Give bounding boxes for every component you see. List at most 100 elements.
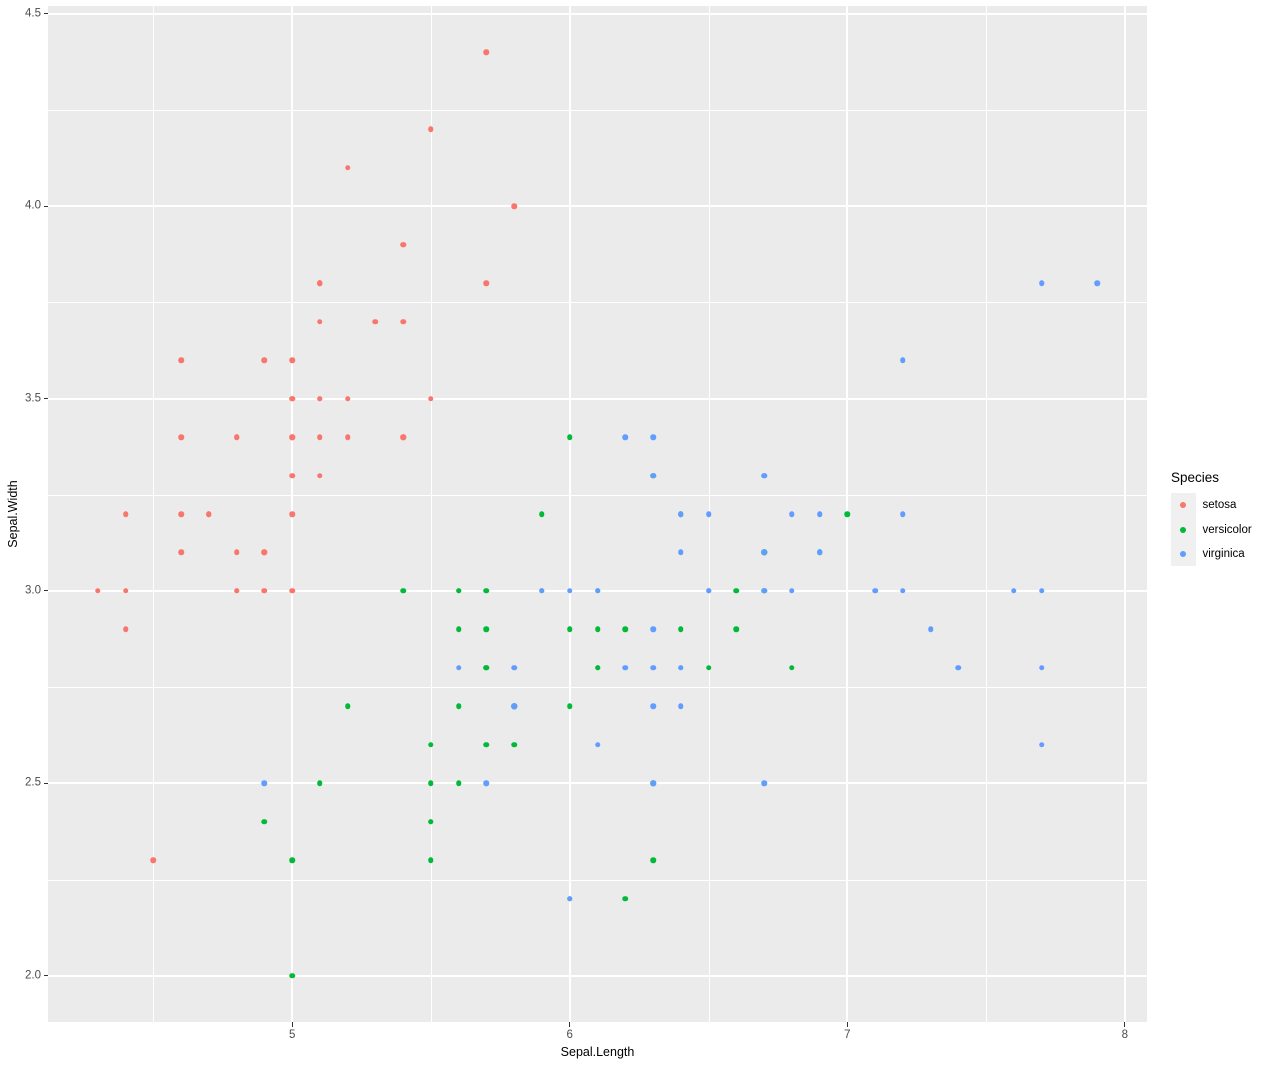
data-point-virginica: [705, 511, 712, 517]
data-point-versicolor: [344, 703, 351, 710]
data-point-versicolor: [844, 511, 851, 517]
data-point-versicolor: [483, 588, 490, 594]
data-point-virginica: [650, 434, 656, 440]
y-tick-mark: [43, 205, 48, 207]
data-point-virginica: [1038, 742, 1045, 748]
data-point-versicolor: [400, 588, 406, 594]
gridline-minor-y: [48, 687, 1147, 689]
data-point-setosa: [400, 318, 406, 325]
data-point-virginica: [566, 896, 573, 902]
data-point-setosa: [289, 511, 295, 517]
data-point-setosa: [95, 588, 101, 594]
data-point-setosa: [178, 434, 184, 440]
data-point-versicolor: [622, 896, 628, 902]
data-point-virginica: [1038, 588, 1045, 594]
data-point-setosa: [400, 434, 406, 440]
legend-key: [1171, 541, 1196, 567]
data-point-virginica: [761, 588, 767, 594]
legend-key-dot-icon: [1180, 502, 1187, 509]
data-point-virginica: [650, 665, 656, 671]
data-point-setosa: [233, 434, 240, 440]
data-point-virginica: [650, 703, 656, 710]
y-tick-mark: [43, 13, 48, 15]
data-point-setosa: [289, 588, 295, 594]
data-point-setosa: [317, 280, 323, 286]
data-point-setosa: [261, 357, 268, 363]
x-tick-mark: [569, 1022, 571, 1027]
data-point-setosa: [178, 357, 184, 363]
data-point-setosa: [261, 588, 268, 594]
data-point-virginica: [678, 703, 684, 710]
x-axis-title: Sepal.Length: [560, 1045, 635, 1059]
data-point-setosa: [178, 511, 184, 517]
legend: Species setosa versicolor virginica: [1171, 470, 1252, 567]
data-point-setosa: [344, 395, 351, 402]
gridline-major-y: [48, 205, 1147, 208]
data-point-setosa: [317, 318, 323, 325]
legend-key: [1171, 492, 1196, 518]
data-point-setosa: [261, 549, 268, 556]
data-point-versicolor: [733, 588, 739, 594]
data-point-virginica: [789, 511, 795, 517]
data-point-versicolor: [455, 588, 462, 594]
data-point-versicolor: [289, 857, 295, 864]
data-point-setosa: [178, 549, 184, 556]
data-point-setosa: [483, 280, 490, 286]
data-point-versicolor: [678, 626, 684, 633]
x-tick-mark: [846, 1022, 848, 1027]
data-point-setosa: [317, 472, 323, 479]
y-tick-label: 3.5: [25, 391, 41, 404]
data-point-virginica: [1038, 665, 1045, 671]
y-tick-mark: [43, 975, 48, 977]
x-tick-mark: [1124, 1022, 1126, 1027]
y-tick-mark: [43, 590, 48, 592]
data-point-versicolor: [511, 742, 517, 748]
data-point-virginica: [761, 549, 767, 556]
gridline-minor-y: [48, 109, 1147, 111]
data-point-setosa: [511, 203, 517, 209]
data-point-setosa: [233, 549, 240, 556]
data-point-virginica: [761, 472, 767, 479]
data-point-setosa: [233, 588, 240, 594]
data-point-versicolor: [733, 626, 739, 633]
gridline-minor-y: [48, 302, 1147, 304]
data-point-virginica: [789, 588, 795, 594]
data-point-versicolor: [650, 857, 656, 864]
data-point-virginica: [678, 511, 684, 517]
data-point-setosa: [400, 241, 406, 248]
data-point-versicolor: [566, 434, 573, 440]
data-point-virginica: [650, 780, 656, 787]
data-point-versicolor: [428, 780, 434, 787]
data-point-virginica: [622, 434, 628, 440]
data-point-versicolor: [428, 857, 434, 864]
data-point-versicolor: [566, 626, 573, 633]
data-point-virginica: [455, 665, 462, 671]
legend-entry-label: setosa: [1202, 499, 1237, 512]
data-point-virginica: [761, 780, 767, 787]
plot-panel: [48, 6, 1147, 1022]
data-point-virginica: [1038, 280, 1045, 286]
data-point-virginica: [678, 549, 684, 556]
gridline-major-y: [48, 782, 1147, 785]
y-axis-title: Sepal.Width: [5, 480, 20, 548]
data-point-setosa: [317, 395, 323, 402]
data-point-virginica: [816, 511, 823, 517]
data-point-versicolor: [594, 626, 601, 633]
data-point-virginica: [816, 549, 823, 556]
data-point-setosa: [289, 434, 295, 440]
data-point-virginica: [1094, 280, 1100, 286]
legend-entry-label: versicolor: [1202, 523, 1252, 536]
data-point-setosa: [317, 434, 323, 440]
gridline-major-x: [1123, 6, 1126, 1022]
gridline-minor-x: [986, 6, 988, 1022]
data-point-virginica: [261, 780, 268, 787]
data-point-virginica: [594, 588, 601, 594]
gridline-minor-x: [153, 6, 155, 1022]
gridline-major-y: [48, 397, 1147, 400]
data-point-setosa: [344, 434, 351, 440]
data-point-setosa: [344, 164, 351, 171]
data-point-virginica: [650, 626, 656, 633]
data-point-virginica: [955, 665, 962, 671]
legend-key-dot-icon: [1180, 526, 1187, 533]
